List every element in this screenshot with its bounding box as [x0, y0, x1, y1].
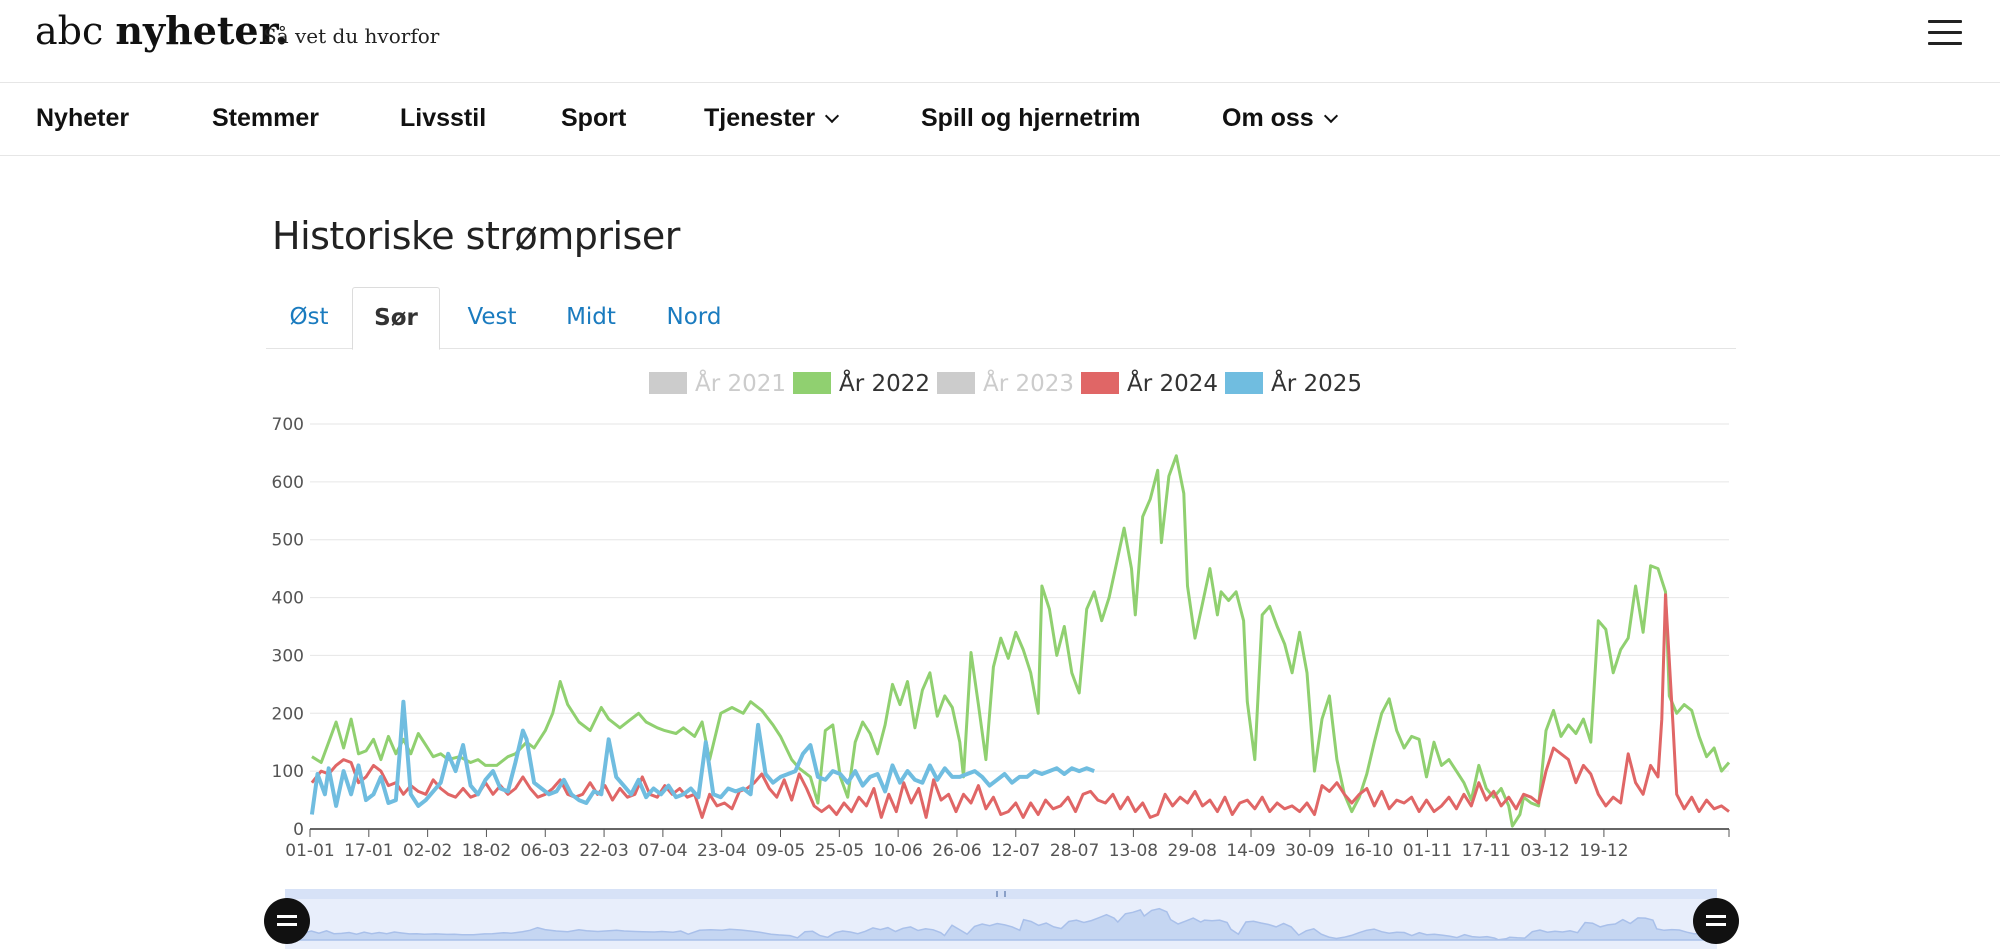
x-tick-label: 30-09: [1285, 841, 1334, 861]
x-tick-label: 06-03: [521, 841, 570, 861]
x-tick-label: 01-11: [1403, 841, 1452, 861]
y-tick-label: 300: [272, 646, 304, 666]
legend-item[interactable]: År 2025: [1225, 369, 1362, 397]
tab-ost[interactable]: Øst: [289, 304, 329, 330]
series-line: [310, 593, 1730, 819]
x-tick-label: 28-07: [1050, 841, 1099, 861]
x-tick-label: 01-01: [285, 841, 334, 861]
x-tick-label: 18-02: [462, 841, 511, 861]
chart-grid: [310, 423, 1729, 830]
x-tick-label: 17-01: [344, 841, 393, 861]
scrollbar-grip-icon[interactable]: [996, 891, 1006, 897]
x-axis: 01-01 17-01 02-02 18-02 06-03 22-03 07-04 23-04…: [285, 829, 1730, 861]
series-line: [309, 699, 1095, 815]
y-tick-label: 0: [293, 820, 304, 840]
tab-sor[interactable]: Sør: [352, 287, 440, 350]
y-tick-label: 200: [272, 704, 304, 724]
page-title: Historiske strømpriser: [272, 214, 680, 258]
region-tabs: Øst Sør Vest Midt Nord: [266, 287, 1736, 350]
chart-series: [309, 454, 1731, 828]
legend-swatch: [649, 372, 687, 394]
x-tick-label: 17-11: [1462, 841, 1511, 861]
y-tick-label: 400: [272, 589, 304, 609]
x-tick-label: 07-04: [638, 841, 687, 861]
legend-label: År 2022: [839, 369, 930, 397]
x-tick-label: 16-10: [1344, 841, 1393, 861]
y-tick-label: 600: [272, 473, 304, 493]
y-tick-label: 700: [272, 415, 304, 435]
legend-label: År 2024: [1127, 369, 1218, 397]
range-handle-right-icon[interactable]: [1693, 898, 1739, 944]
x-tick-label: 14-09: [1226, 841, 1275, 861]
x-tick-label: 09-05: [756, 841, 805, 861]
x-tick-label: 29-08: [1168, 841, 1217, 861]
x-tick-label: 25-05: [815, 841, 864, 861]
x-tick-label: 10-06: [873, 841, 922, 861]
chart-legend: År 2021 År 2022 År 2023 År 2024 År 2025: [649, 369, 1362, 397]
legend-label: År 2021: [695, 369, 786, 397]
x-tick-label: 22-03: [579, 841, 628, 861]
legend-item[interactable]: År 2021: [649, 369, 786, 397]
site-tagline: Så vet du hvorfor: [263, 24, 440, 48]
hamburger-menu-icon[interactable]: [1928, 20, 1964, 48]
legend-item[interactable]: År 2023: [937, 369, 1074, 397]
chevron-down-icon: [1323, 108, 1338, 124]
y-tick-label: 500: [272, 531, 304, 551]
nav-item-sport[interactable]: Sport: [561, 104, 627, 132]
nav-item-tjenester[interactable]: Tjenester: [704, 104, 840, 133]
legend-label: År 2023: [983, 369, 1074, 397]
x-tick-label: 02-02: [403, 841, 452, 861]
y-tick-label: 100: [272, 762, 304, 782]
legend-swatch: [793, 372, 831, 394]
x-tick-label: 12-07: [991, 841, 1040, 861]
series-line: [311, 454, 1731, 828]
nav-item-spill[interactable]: Spill og hjernetrim: [921, 104, 1141, 132]
chevron-down-icon: [825, 108, 840, 124]
legend-label: År 2025: [1271, 369, 1362, 397]
nav-item-nyheter[interactable]: Nyheter: [36, 104, 130, 132]
legend-swatch: [1081, 372, 1119, 394]
y-axis: 0 100 200 300 400 500 600 700: [272, 415, 304, 840]
logo-abc: abc: [35, 9, 104, 53]
tab-midt[interactable]: Midt: [566, 304, 616, 330]
legend-swatch: [937, 372, 975, 394]
x-tick-label: 19-12: [1579, 841, 1628, 861]
site-header: abc nyheter. Så vet du hvorfor: [0, 0, 2000, 83]
x-tick-label: 13-08: [1109, 841, 1158, 861]
navigator-scrollbar[interactable]: [285, 889, 1717, 899]
nav-item-om-oss[interactable]: Om oss: [1222, 104, 1338, 133]
legend-item[interactable]: År 2024: [1081, 369, 1218, 397]
range-handle-left-icon[interactable]: [264, 898, 310, 944]
logo-nyheter: nyheter.: [115, 8, 289, 53]
x-tick-label: 26-06: [932, 841, 981, 861]
main-nav: Nyheter Stemmer Livsstil Sport Tjenester…: [0, 83, 2000, 156]
x-tick-label: 03-12: [1520, 841, 1569, 861]
legend-swatch: [1225, 372, 1263, 394]
nav-item-stemmer[interactable]: Stemmer: [212, 104, 319, 132]
legend-item[interactable]: År 2022: [793, 369, 930, 397]
nav-item-livsstil[interactable]: Livsstil: [400, 104, 487, 132]
tab-vest[interactable]: Vest: [467, 304, 517, 330]
tab-nord[interactable]: Nord: [666, 304, 722, 330]
x-tick-label: 23-04: [697, 841, 746, 861]
site-logo[interactable]: abc nyheter.: [35, 8, 288, 53]
